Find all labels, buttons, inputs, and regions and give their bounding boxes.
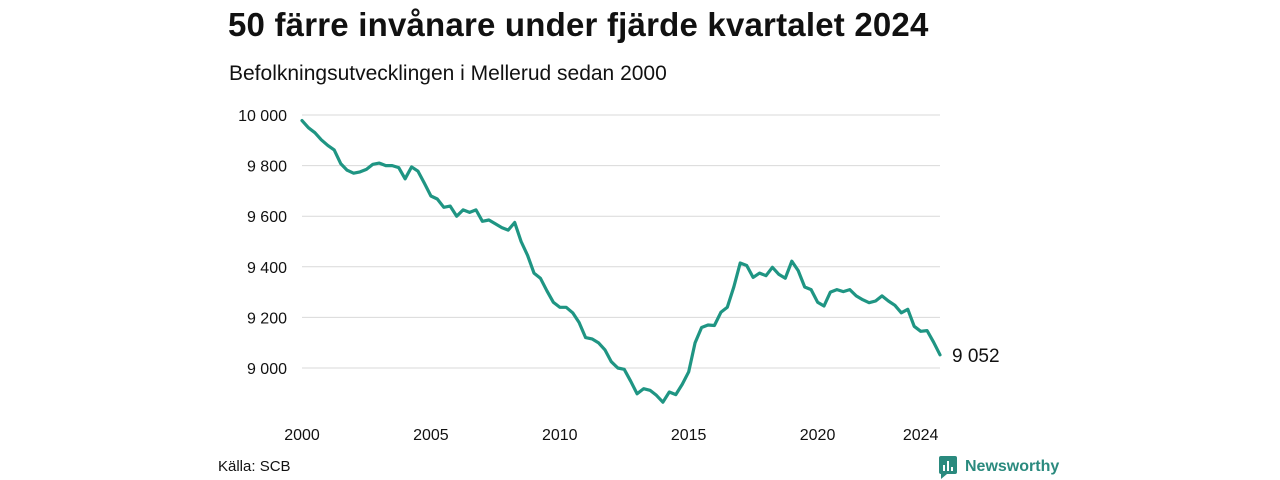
gridlines: [302, 114, 940, 369]
x-tick-label: 2020: [800, 427, 836, 444]
y-axis: 9 000 9 200 9 400 9 600 9 800 10 000: [238, 108, 287, 378]
chart-title: 50 färre invånare under fjärde kvartalet…: [228, 6, 929, 43]
y-tick-label: 10 000: [238, 108, 287, 125]
y-tick-label: 9 000: [247, 361, 287, 378]
x-axis: 2000 2005 2010 2015 2020 2024: [284, 427, 938, 444]
newsworthy-logo-text: Newsworthy: [965, 458, 1060, 475]
newsworthy-logo-icon: [939, 456, 957, 479]
series-line: [300, 118, 942, 404]
series-layer: [300, 118, 942, 404]
y-tick-label: 9 400: [247, 260, 287, 277]
y-tick-label: 9 200: [247, 310, 287, 327]
x-tick-label: 2024: [903, 427, 939, 444]
end-value-label: 9 052: [952, 346, 1000, 367]
chart-subtitle: Befolkningsutvecklingen i Mellerud sedan…: [229, 62, 667, 85]
annotation-layer: 9 052: [952, 346, 1000, 367]
y-tick-label: 9 800: [247, 159, 287, 176]
x-tick-label: 2000: [284, 427, 320, 444]
x-tick-label: 2010: [542, 427, 578, 444]
source-note: Källa: SCB: [218, 458, 291, 475]
x-tick-label: 2015: [671, 427, 707, 444]
y-tick-label: 9 600: [247, 209, 287, 226]
newsworthy-logo[interactable]: Newsworthy: [938, 455, 1059, 479]
x-tick-label: 2005: [413, 427, 449, 444]
